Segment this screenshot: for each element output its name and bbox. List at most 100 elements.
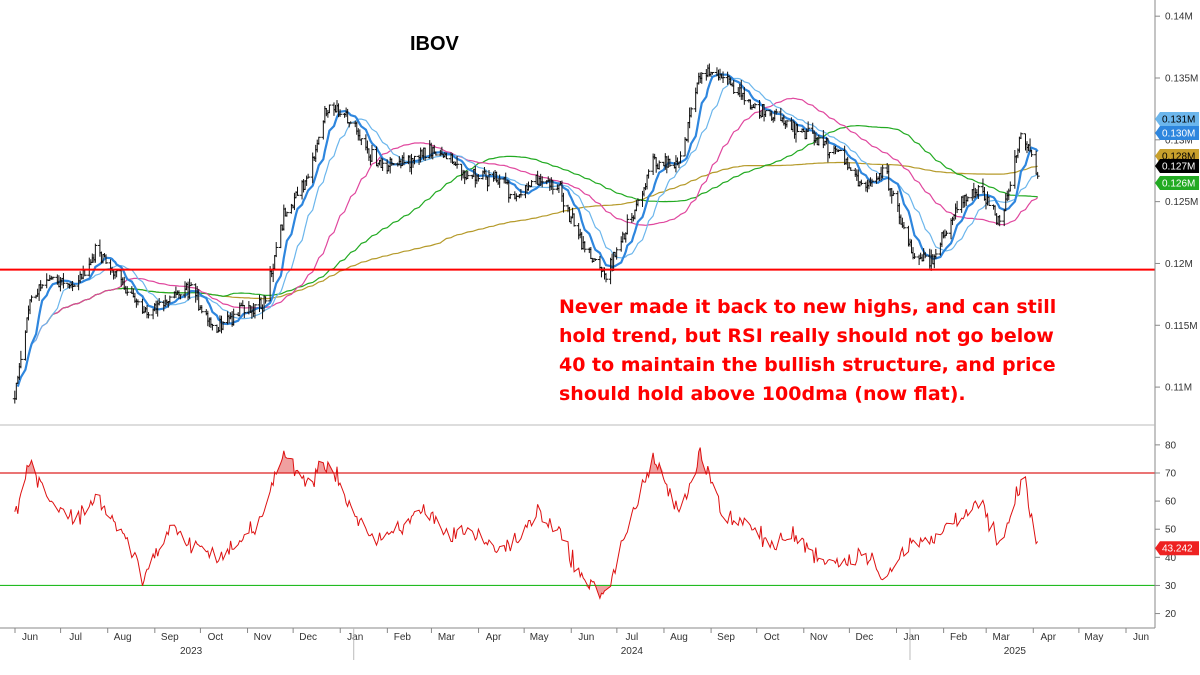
price-tick-label: 0.12M bbox=[1165, 259, 1193, 270]
month-label: Nov bbox=[254, 632, 272, 643]
price-bar bbox=[189, 282, 194, 287]
price-bar bbox=[61, 273, 66, 289]
price-bar bbox=[572, 213, 577, 227]
price-bar bbox=[550, 180, 555, 195]
price-bar bbox=[827, 152, 832, 159]
month-label: Jul bbox=[69, 632, 82, 643]
price-bar bbox=[604, 273, 609, 283]
annotation-line: hold trend, but RSI really should not go… bbox=[559, 325, 1054, 347]
price-tick-label: 0.135M bbox=[1165, 74, 1198, 85]
price-bar bbox=[114, 270, 119, 278]
month-label: Feb bbox=[950, 632, 968, 643]
price-bar bbox=[699, 72, 704, 84]
price-bar bbox=[284, 211, 289, 217]
price-bar bbox=[976, 185, 981, 199]
price-y-axis: 0.14M 0.135M 0.13M 0.125M 0.12M 0.115M 0.11M bbox=[0, 0, 1198, 628]
price-bar bbox=[72, 284, 77, 287]
price-bar bbox=[263, 296, 268, 304]
price-bar bbox=[231, 308, 236, 326]
price-bar bbox=[582, 241, 587, 253]
price-bar bbox=[316, 136, 321, 145]
month-label: Dec bbox=[299, 632, 317, 643]
price-bar bbox=[412, 155, 417, 165]
value-tag: 0.127M bbox=[1155, 159, 1199, 173]
price-bar bbox=[476, 174, 481, 182]
price-bar bbox=[667, 158, 672, 167]
price-bar bbox=[455, 155, 460, 169]
price-bar bbox=[806, 121, 811, 132]
month-label: Oct bbox=[764, 632, 780, 643]
price-bar bbox=[210, 323, 215, 331]
rsi-tick-label: 30 bbox=[1165, 581, 1177, 592]
year-label: 2025 bbox=[1004, 646, 1027, 657]
price-bar bbox=[23, 330, 28, 361]
price-bar bbox=[657, 160, 662, 170]
price-bar bbox=[274, 242, 279, 258]
price-bar bbox=[997, 215, 1002, 227]
price-bars bbox=[12, 63, 1040, 404]
price-bar bbox=[306, 173, 311, 179]
price-bar bbox=[93, 243, 98, 263]
price-bar bbox=[1002, 208, 1007, 227]
value-tag: 0.126M bbox=[1155, 176, 1199, 190]
price-bar bbox=[859, 179, 864, 186]
price-bar bbox=[433, 151, 438, 156]
price-bar bbox=[50, 276, 55, 280]
price-bar bbox=[763, 110, 768, 117]
price-bar bbox=[295, 186, 300, 196]
price-bar bbox=[252, 304, 257, 319]
price-bar bbox=[933, 248, 938, 260]
price-bar bbox=[1008, 181, 1013, 192]
price-tick-label: 0.11M bbox=[1165, 383, 1192, 394]
price-bar bbox=[678, 151, 683, 164]
rsi-oversold-fill bbox=[14, 585, 1038, 599]
price-bar bbox=[880, 164, 885, 179]
rsi-tick-label: 40 bbox=[1165, 553, 1177, 564]
price-bar bbox=[146, 312, 151, 319]
month-label: May bbox=[530, 632, 549, 643]
month-label: Jul bbox=[625, 632, 638, 643]
price-bar bbox=[869, 178, 874, 187]
value-tag-label: 0.126M bbox=[1162, 179, 1195, 190]
price-bar bbox=[752, 102, 757, 109]
price-bar bbox=[486, 170, 491, 187]
price-bar bbox=[348, 121, 353, 124]
price-bar bbox=[391, 162, 396, 166]
price-tick-label: 0.14M bbox=[1165, 12, 1193, 23]
month-label: Jan bbox=[903, 632, 919, 643]
annotation-line: Never made it back to new highs, and can… bbox=[559, 296, 1056, 318]
rsi-tick-label: 70 bbox=[1165, 468, 1177, 479]
price-bar bbox=[955, 200, 960, 213]
value-tag-label: 0.130M bbox=[1162, 129, 1195, 140]
price-bar bbox=[1034, 150, 1039, 175]
price-bar bbox=[891, 190, 896, 196]
price-bar bbox=[784, 119, 789, 128]
price-bar bbox=[965, 196, 970, 202]
price-bar bbox=[731, 80, 736, 94]
price-bar bbox=[497, 174, 502, 188]
price-bar bbox=[625, 214, 630, 235]
price-bar bbox=[18, 350, 23, 369]
value-tag-label: 0.131M bbox=[1162, 115, 1195, 126]
price-bar bbox=[157, 298, 162, 306]
month-label: Apr bbox=[486, 632, 502, 643]
month-label: Jun bbox=[1133, 632, 1149, 643]
rsi-tick-label: 20 bbox=[1165, 609, 1177, 620]
price-bar bbox=[338, 109, 343, 117]
time-axis: Jun Jul Aug Sep Oct Nov Dec Jan Feb Mar Apr May Jun J… bbox=[0, 627, 1155, 660]
price-bar bbox=[774, 108, 779, 115]
price-bar bbox=[923, 252, 928, 259]
price-bar bbox=[848, 167, 853, 171]
rsi-tick-label: 50 bbox=[1165, 525, 1177, 536]
price-bar bbox=[721, 71, 726, 83]
value-tag-label: 0.127M bbox=[1162, 162, 1195, 173]
value-tag: 0.130M bbox=[1155, 126, 1199, 140]
price-bar bbox=[635, 198, 640, 207]
price-bar bbox=[816, 134, 821, 146]
price-bar bbox=[508, 193, 513, 199]
price-bar bbox=[710, 71, 715, 75]
ma-100-line bbox=[46, 125, 1038, 324]
price-bar bbox=[614, 247, 619, 260]
